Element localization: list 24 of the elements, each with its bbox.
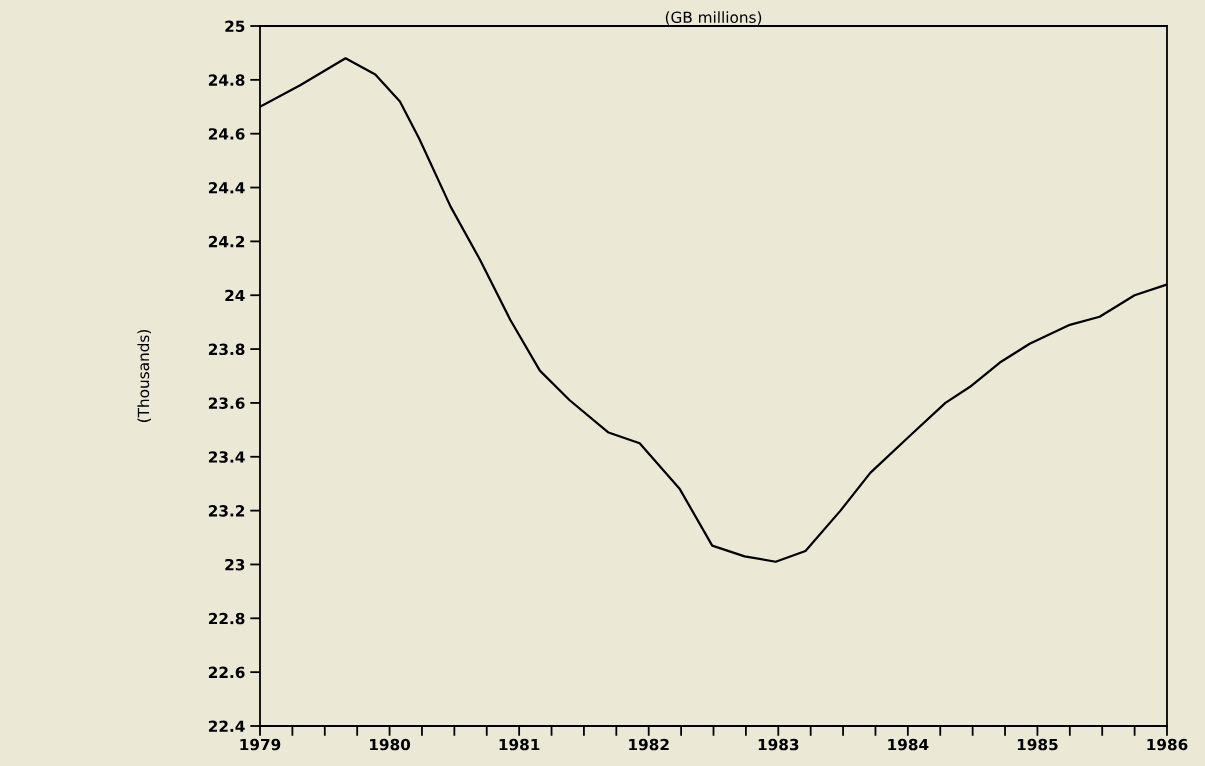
chart-title: (GB millions) [665, 11, 762, 25]
y-tick-label: 23.6 [208, 397, 245, 409]
x-tick-label: 1982 [629, 738, 669, 751]
y-tick-label: 22.4 [208, 720, 245, 732]
y-tick-label: 23 [225, 558, 245, 571]
y-tick-label: 24.6 [208, 128, 245, 140]
x-tick-label: 1983 [758, 738, 799, 751]
y-tick-label: 22.8 [208, 612, 245, 625]
x-tick-label: 1981 [499, 738, 540, 751]
x-tick-label: 1985 [1017, 738, 1058, 751]
y-axis-title: (Thousands) [137, 330, 152, 422]
y-tick-label: 22.6 [208, 666, 245, 679]
y-tick-label: 24.2 [208, 235, 245, 248]
y-tick-label: 25 [225, 20, 245, 33]
x-tick-label: 1979 [240, 738, 281, 751]
y-tick-label: 23.4 [208, 451, 245, 463]
y-tick-label: 23.8 [208, 343, 245, 356]
y-tick-label: 24 [225, 289, 245, 302]
y-tick-label: 23.2 [208, 505, 245, 517]
x-tick-label: 1984 [888, 738, 929, 751]
x-tick-label: 1986 [1147, 738, 1188, 751]
y-tick-label: 24.4 [208, 182, 245, 194]
x-tick-label: 1980 [370, 738, 411, 751]
y-tick-label: 24.8 [208, 74, 245, 86]
